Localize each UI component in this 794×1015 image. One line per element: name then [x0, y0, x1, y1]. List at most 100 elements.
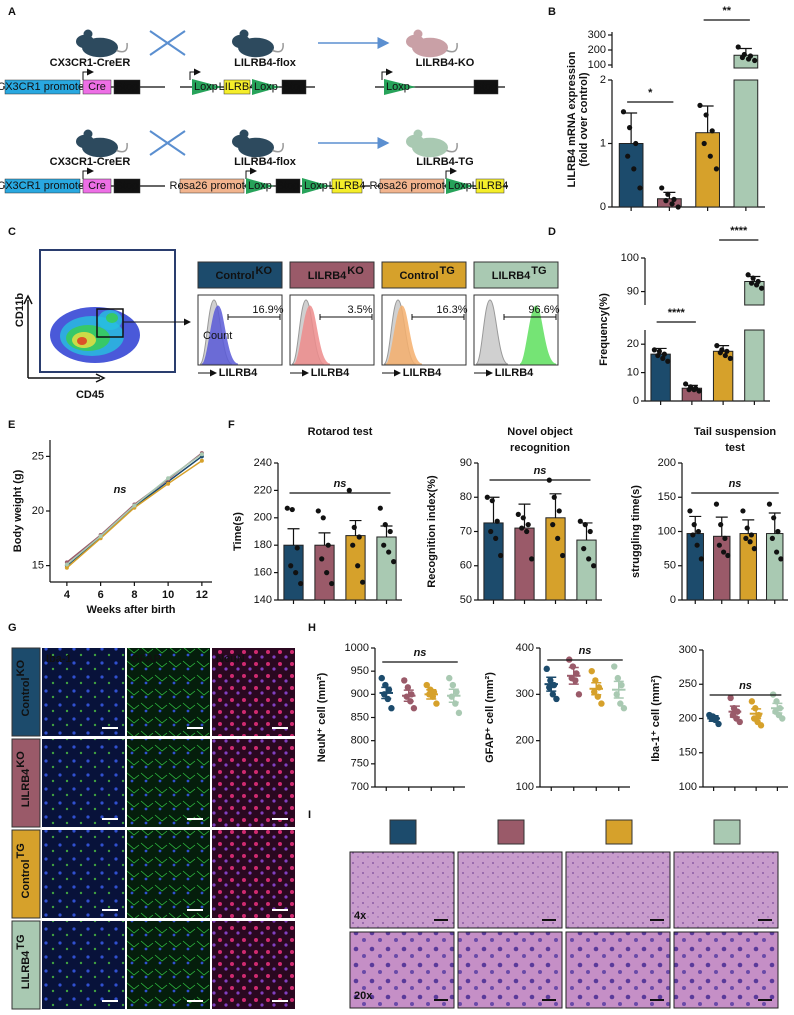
data-point — [515, 511, 521, 517]
data-point — [494, 518, 500, 524]
y-tick-label: 100 — [516, 781, 534, 793]
data-point — [423, 681, 430, 689]
histology-image — [457, 931, 563, 1009]
gate — [96, 308, 124, 338]
data-point — [404, 684, 412, 691]
construct-label: Cre — [88, 180, 106, 192]
y-tick-label: 20 — [627, 338, 639, 350]
mouse-label: LILRB4-KO — [416, 57, 475, 69]
data-point — [582, 522, 588, 528]
promoter-arrow — [82, 68, 94, 80]
group-sup: KO — [15, 751, 27, 768]
data-point — [714, 343, 720, 349]
annotation: ns — [579, 645, 592, 657]
series-point — [64, 562, 69, 567]
construct-box — [113, 79, 141, 95]
construct-box — [475, 178, 505, 194]
mouse-icon — [75, 28, 128, 58]
data-point — [655, 352, 661, 359]
y-tick-label: 1 — [600, 137, 606, 149]
group-sup: KO — [256, 265, 273, 277]
data-point — [360, 579, 366, 585]
annotation: ns — [739, 680, 752, 692]
data-point — [701, 140, 707, 147]
data-point — [446, 674, 453, 682]
data-point — [382, 681, 389, 689]
data-point — [613, 691, 620, 698]
data-point — [776, 705, 784, 712]
data-point — [452, 700, 459, 707]
data-point — [407, 698, 414, 705]
cross — [149, 30, 186, 56]
micrograph — [42, 921, 125, 1009]
construct-label: Loxp — [304, 180, 328, 192]
data-point — [555, 535, 561, 541]
chart-title: Novel object — [507, 426, 573, 438]
group-name: LILRB4 — [20, 950, 32, 989]
data-point — [734, 708, 741, 715]
bar — [618, 143, 644, 208]
y-tick-label: 750 — [351, 758, 369, 770]
y-tick-label: 70 — [460, 525, 472, 537]
series-point — [199, 452, 204, 457]
data-point — [724, 348, 730, 354]
gate-line — [227, 314, 281, 320]
data-point — [553, 695, 560, 703]
mouse-icon — [75, 128, 128, 158]
data-point — [771, 515, 777, 521]
y-tick-label: 140 — [254, 594, 272, 606]
annotation: ns — [534, 465, 547, 477]
mouse-icon — [231, 28, 284, 58]
data-point — [743, 535, 749, 541]
data-point — [488, 528, 494, 535]
panel-letter: F — [228, 419, 235, 431]
y-tick-label: 300 — [679, 644, 697, 656]
stain-curve — [519, 305, 557, 365]
data-point — [429, 693, 437, 700]
data-point — [722, 352, 728, 359]
mouse-icon — [231, 128, 284, 158]
data-point — [755, 711, 762, 719]
data-point — [387, 528, 393, 535]
data-point — [752, 57, 758, 64]
y-tick-label: 220 — [254, 484, 272, 496]
data-point — [747, 539, 753, 545]
data-point — [493, 535, 499, 541]
data-point — [775, 528, 781, 535]
data-point — [324, 570, 330, 576]
data-point — [735, 44, 741, 50]
histology-image — [673, 931, 779, 1009]
loxp-site — [252, 79, 280, 95]
data-point — [713, 501, 720, 507]
row-label-box — [11, 920, 41, 1010]
construct-label: Stop — [475, 81, 498, 93]
group-header — [381, 261, 467, 289]
data-point — [694, 542, 700, 548]
y-tick-label: 50 — [460, 594, 472, 606]
y-tick-label: 200 — [254, 512, 272, 524]
x-tick-label: 10 — [162, 589, 174, 601]
construct-label: Stop — [277, 180, 300, 192]
data-point — [631, 166, 637, 172]
y-tick-label: 0 — [600, 201, 606, 213]
data-point — [592, 677, 599, 684]
data-point — [698, 556, 704, 562]
data-point — [391, 559, 397, 565]
construct-label: Loxp — [386, 81, 410, 93]
data-point — [410, 705, 418, 712]
y-axis-label: LILRB4 mRNA expression — [566, 51, 578, 187]
group-sup: TG — [15, 934, 27, 949]
construct-box — [113, 178, 141, 194]
magnification-label: 4x — [354, 910, 367, 922]
data-point — [748, 698, 756, 705]
data-point — [315, 508, 321, 514]
construct-box — [223, 79, 251, 95]
data-point — [750, 275, 756, 281]
panel-letter: H — [308, 622, 316, 634]
y-tick-label: 950 — [351, 665, 369, 677]
data-point — [696, 388, 702, 394]
data-point — [382, 522, 388, 528]
data-point — [721, 549, 727, 555]
y-tick-label: 100 — [621, 252, 639, 264]
